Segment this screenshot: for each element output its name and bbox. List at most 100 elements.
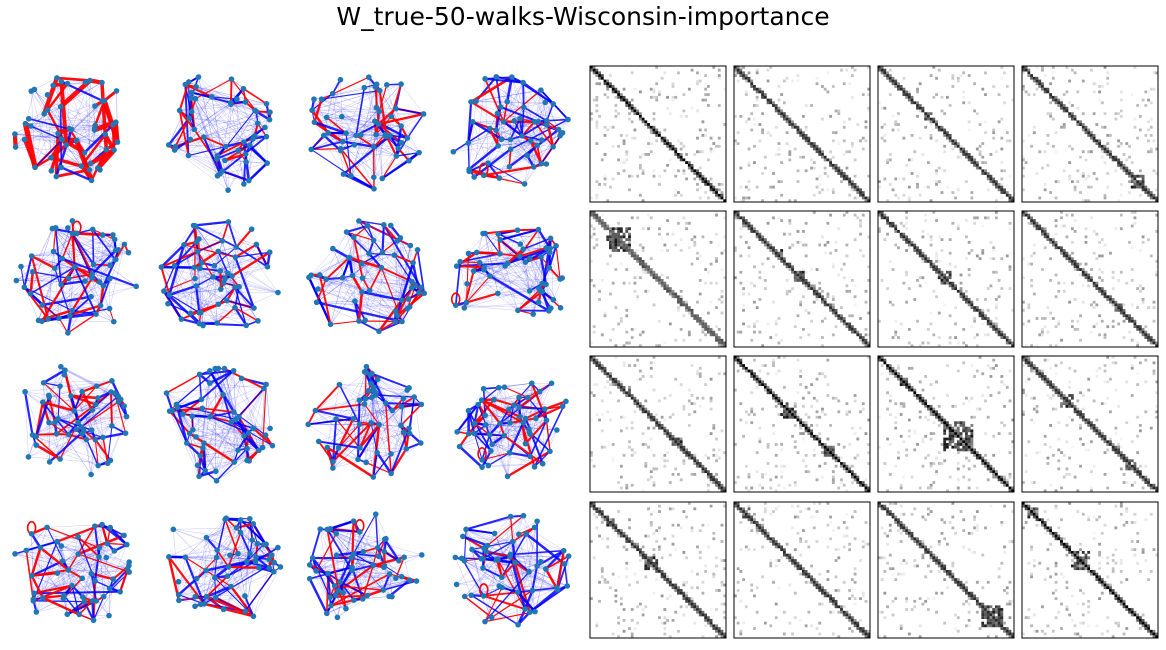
graph-edge-faint — [216, 286, 240, 324]
graph-node — [351, 551, 357, 557]
graph-node — [250, 613, 257, 620]
graph-node — [58, 281, 64, 288]
graph-node — [93, 598, 100, 604]
graph-edge-blue — [311, 93, 334, 111]
graph-edge-faint — [471, 89, 541, 103]
graph-edge-faint — [168, 123, 258, 146]
graph-node — [222, 516, 228, 523]
graph-edge-faint — [69, 259, 116, 316]
graph-edge-faint — [195, 98, 250, 181]
graph-edge-faint — [52, 228, 86, 282]
graph-edge-blue — [395, 151, 420, 157]
graph-edge-faint — [499, 239, 530, 291]
graph-edge-faint — [219, 102, 232, 174]
graph-node — [175, 591, 182, 598]
graph-panel-r1c1 — [158, 219, 281, 329]
graph-edge-blue — [34, 139, 63, 168]
graph-node — [233, 525, 240, 531]
graph-node — [213, 554, 220, 561]
graph-node — [411, 394, 417, 400]
graph-edge-faint — [95, 313, 114, 322]
graph-edge-blue — [71, 232, 93, 279]
graph-edge-red — [408, 291, 421, 309]
graph-edge-faint — [225, 123, 258, 147]
graph-edge-red — [318, 274, 332, 326]
graph-edge-blue — [310, 134, 325, 151]
graph-edge-faint — [199, 268, 247, 326]
graph-node — [381, 548, 388, 555]
graph-node — [493, 127, 499, 133]
graph-node — [220, 391, 226, 398]
graph-edge-red — [509, 515, 514, 543]
graph-edge-faint — [203, 111, 257, 138]
graph-edge-faint — [175, 146, 223, 172]
graph-edge-faint — [321, 98, 375, 122]
graph-node — [522, 259, 529, 265]
graph-edge-faint — [236, 99, 239, 151]
graph-node — [175, 578, 182, 585]
graph-edge-red — [339, 147, 375, 190]
graph-edge-faint — [183, 244, 233, 277]
graph-edge-blue — [484, 232, 501, 255]
graph-node — [350, 415, 357, 422]
graph-node — [473, 98, 479, 105]
graph-edge-faint — [325, 278, 356, 302]
graph-node — [65, 225, 71, 231]
graph-edge-blue — [54, 267, 71, 317]
graph-node — [83, 436, 90, 443]
graph-node — [538, 254, 544, 260]
graph-edge-faint — [60, 106, 95, 131]
graph-node — [231, 459, 238, 465]
graph-node — [54, 570, 61, 576]
graph-edge-faint — [212, 276, 218, 324]
graph-node — [86, 167, 93, 173]
graph-node — [368, 419, 374, 426]
graph-node — [550, 296, 557, 303]
graph-panel-r0c0 — [12, 75, 121, 184]
graph-edge-faint — [476, 233, 484, 253]
graph-node — [176, 107, 183, 114]
figure-title: W_true-50-walks-Wisconsin-importance — [336, 2, 830, 31]
graph-node — [350, 518, 357, 524]
graph-edge-red — [465, 292, 499, 304]
graph-node — [90, 261, 97, 268]
graph-node — [253, 241, 260, 248]
graph-node — [543, 161, 550, 167]
graph-edge-faint — [500, 106, 502, 140]
graph-edge-red — [22, 121, 38, 170]
graph-node — [398, 422, 404, 429]
graph-node — [82, 278, 88, 284]
graph-node — [209, 94, 215, 100]
graph-panel-r2c0 — [22, 363, 130, 478]
graph-node — [219, 238, 226, 244]
graph-edge-faint — [498, 139, 542, 147]
graph-edge-red — [378, 320, 396, 333]
graph-node — [198, 309, 204, 316]
graph-node — [195, 74, 202, 80]
graph-edge-faint — [354, 267, 382, 302]
graph-node — [361, 401, 368, 407]
graph-node — [398, 139, 405, 146]
graph-edge-faint — [466, 258, 530, 284]
graph-node — [306, 274, 312, 281]
graph-edge-blue — [367, 252, 383, 269]
graph-node — [73, 137, 80, 144]
graph-node — [520, 104, 527, 111]
graph-node — [333, 552, 340, 559]
graph-node — [73, 426, 80, 432]
graph-node — [88, 570, 95, 577]
graph-node — [123, 413, 130, 420]
graph-edge-blue — [329, 520, 355, 530]
graph-edge-red — [29, 270, 34, 295]
graph-node — [340, 171, 347, 177]
graph-node — [498, 136, 505, 143]
graph-node — [324, 610, 330, 617]
graph-edge-blue — [198, 322, 248, 327]
graph-edge-faint — [31, 244, 125, 257]
graph-edge-faint — [470, 101, 547, 165]
graph-node — [315, 438, 322, 445]
graph-edge-faint — [58, 233, 73, 319]
graph-node — [358, 132, 364, 138]
graph-edge-red — [178, 109, 196, 131]
graph-node — [416, 289, 422, 296]
